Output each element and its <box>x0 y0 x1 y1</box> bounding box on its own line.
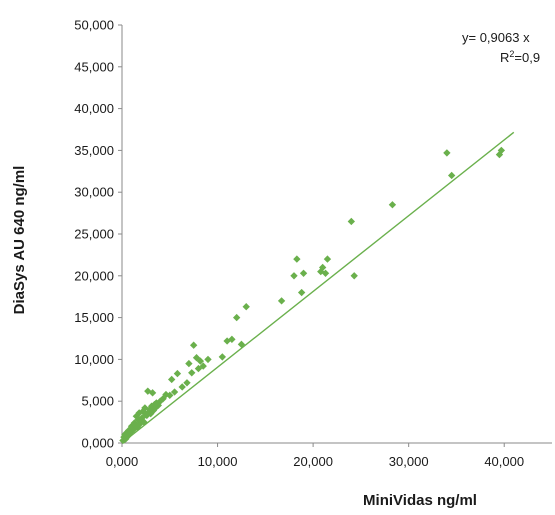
data-point <box>299 269 308 277</box>
r-squared-superscript: 2 <box>509 49 514 59</box>
trendline-equation: y= 0,9063 x <box>462 30 530 45</box>
data-point <box>148 389 157 397</box>
r-squared-annotation: R2=0,9 <box>500 49 540 65</box>
data-point <box>199 362 207 370</box>
x-tick-label: 0,000 <box>106 454 139 469</box>
data-point <box>204 355 212 364</box>
data-point <box>388 201 397 209</box>
y-tick-label: 25,000 <box>74 227 114 242</box>
data-point <box>297 288 306 297</box>
data-point <box>178 383 186 391</box>
data-point <box>173 369 182 378</box>
data-point <box>293 255 301 263</box>
y-axis-ticks: 0,000 5,000 10,000 15,000 20,000 25,000 30,000… <box>74 18 122 451</box>
y-tick-label: 35,000 <box>74 143 114 158</box>
y-tick-label: 30,000 <box>74 185 114 200</box>
data-point <box>196 357 205 365</box>
x-tick-label: 30,000 <box>389 454 429 469</box>
x-axis-ticks: 0,000 10,000 20,000 30,000 40,000 <box>106 443 524 469</box>
data-point <box>347 217 356 226</box>
data-point <box>170 388 179 396</box>
data-point <box>218 353 227 361</box>
x-tick-label: 20,000 <box>293 454 333 469</box>
y-tick-label: 10,000 <box>74 352 114 367</box>
y-tick-label: 15,000 <box>74 310 114 325</box>
data-point <box>321 269 330 277</box>
x-axis-title: MiniVidas ng/ml <box>363 492 477 509</box>
data-point <box>242 303 250 311</box>
y-tick-label: 50,000 <box>74 18 114 33</box>
r-squared-letter: R <box>500 50 509 65</box>
data-point <box>168 375 176 384</box>
data-point <box>232 313 241 322</box>
data-point <box>323 255 332 263</box>
data-point <box>183 379 191 387</box>
data-point <box>443 149 451 157</box>
x-tick-label: 40,000 <box>484 454 524 469</box>
data-point <box>447 171 456 180</box>
y-axis-title: DiaSys AU 640 ng/ml <box>11 166 28 315</box>
data-point <box>140 418 148 426</box>
y-tick-label: 45,000 <box>74 59 114 74</box>
x-tick-label: 10,000 <box>198 454 238 469</box>
y-tick-label: 5,000 <box>81 394 114 409</box>
data-point <box>189 341 198 349</box>
trendline <box>121 131 515 444</box>
data-point <box>318 263 327 272</box>
data-point <box>188 369 196 377</box>
data-point <box>277 297 286 305</box>
data-point <box>290 272 298 280</box>
r-squared-value: =0,9 <box>514 50 540 65</box>
y-tick-label: 0,000 <box>81 436 114 451</box>
y-tick-label: 20,000 <box>74 268 114 283</box>
data-point <box>166 391 174 400</box>
data-point <box>237 340 246 349</box>
data-point <box>350 272 358 280</box>
y-tick-label: 40,000 <box>74 101 114 116</box>
data-point <box>185 359 193 368</box>
data-point <box>228 335 236 344</box>
